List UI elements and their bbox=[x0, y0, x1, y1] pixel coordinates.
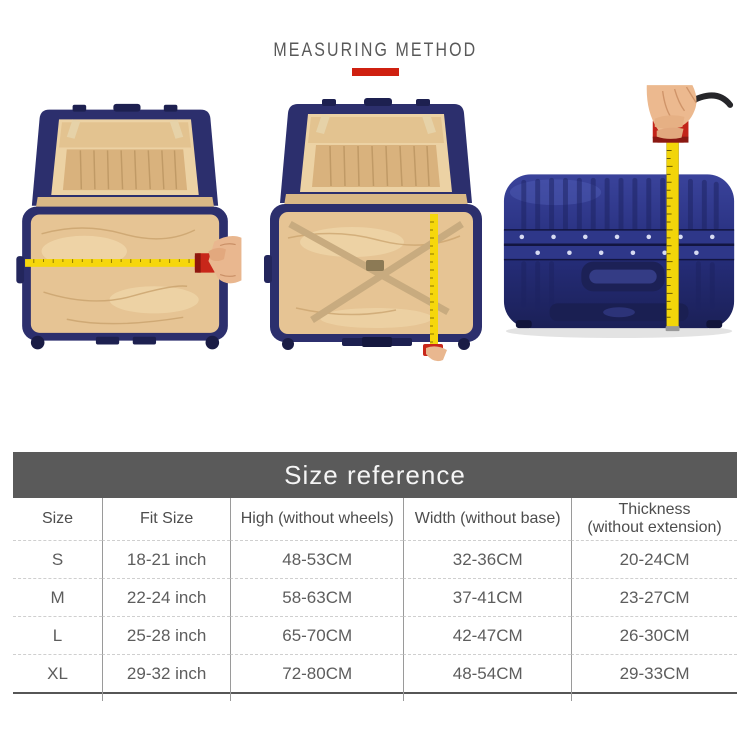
open-suitcase-height-measure-illustration bbox=[264, 98, 482, 362]
suitcase-base bbox=[16, 206, 228, 350]
cell-size: M bbox=[13, 578, 103, 616]
cell-thickness: 26-30CM bbox=[571, 616, 737, 654]
column-header-thickness: Thickness (without extension) bbox=[571, 498, 737, 540]
suitcase-body bbox=[503, 174, 735, 329]
column-divider-tick bbox=[102, 692, 104, 701]
cell-width: 32-36CM bbox=[403, 540, 572, 578]
size-reference-section: Size reference Size Fit Size High (witho… bbox=[13, 452, 737, 701]
suitcase-base bbox=[264, 204, 482, 350]
cell-size: XL bbox=[13, 654, 103, 692]
open-suitcase-width-measure-illustration bbox=[16, 103, 242, 350]
column-header-high: High (without wheels) bbox=[230, 498, 403, 540]
column-divider-tick bbox=[571, 692, 573, 701]
column-header-size: Size bbox=[41, 509, 74, 527]
page-title: MEASURING METHOD bbox=[273, 40, 477, 61]
hand bbox=[208, 236, 242, 284]
title-underline-accent bbox=[351, 68, 399, 76]
bottom-panel bbox=[549, 303, 689, 322]
column-header-fit-size: Fit Size bbox=[102, 498, 230, 540]
suitcase-lid bbox=[280, 98, 472, 203]
size-table: Size Fit Size High (without wheels) Widt… bbox=[13, 498, 737, 701]
table-title-bar: Size reference bbox=[13, 452, 737, 498]
column-divider-tick bbox=[403, 692, 405, 701]
cell-width: 48-54CM bbox=[403, 654, 572, 692]
cell-high: 58-63CM bbox=[230, 578, 404, 616]
cell-high: 72-80CM bbox=[230, 654, 404, 692]
hand bbox=[426, 346, 447, 362]
cell-fit-size: 25-28 inch bbox=[102, 616, 231, 654]
cell-width: 42-47CM bbox=[403, 616, 572, 654]
cell-size: L bbox=[13, 616, 103, 654]
hand bbox=[646, 85, 697, 139]
hinge-fold bbox=[35, 196, 215, 209]
measuring-method-figures bbox=[16, 85, 735, 362]
cell-width: 37-41CM bbox=[403, 578, 572, 616]
measuring-tape-horizontal bbox=[25, 259, 196, 267]
table-title: Size reference bbox=[284, 459, 466, 490]
measuring-tape-vertical bbox=[665, 140, 680, 332]
cell-fit-size: 18-21 inch bbox=[102, 540, 231, 578]
cell-fit-size: 22-24 inch bbox=[102, 578, 231, 616]
closed-suitcase-thickness-measure-illustration bbox=[503, 85, 735, 339]
column-divider-tick bbox=[230, 692, 232, 701]
aluminum-frame bbox=[503, 229, 735, 261]
cell-thickness: 29-33CM bbox=[571, 654, 737, 692]
cell-fit-size: 29-32 inch bbox=[102, 654, 231, 692]
cell-high: 65-70CM bbox=[230, 616, 404, 654]
cell-high: 48-53CM bbox=[230, 540, 404, 578]
cell-thickness: 20-24CM bbox=[571, 540, 737, 578]
title-block: MEASURING METHOD bbox=[0, 40, 750, 76]
cell-size: S bbox=[13, 540, 103, 578]
suitcase-lid bbox=[31, 103, 219, 206]
carry-handle bbox=[581, 261, 665, 292]
hinge-fold bbox=[284, 194, 468, 206]
measuring-tape-vertical bbox=[430, 214, 438, 346]
column-header-width: Width (without base) bbox=[403, 498, 571, 540]
cell-thickness: 23-27CM bbox=[571, 578, 737, 616]
